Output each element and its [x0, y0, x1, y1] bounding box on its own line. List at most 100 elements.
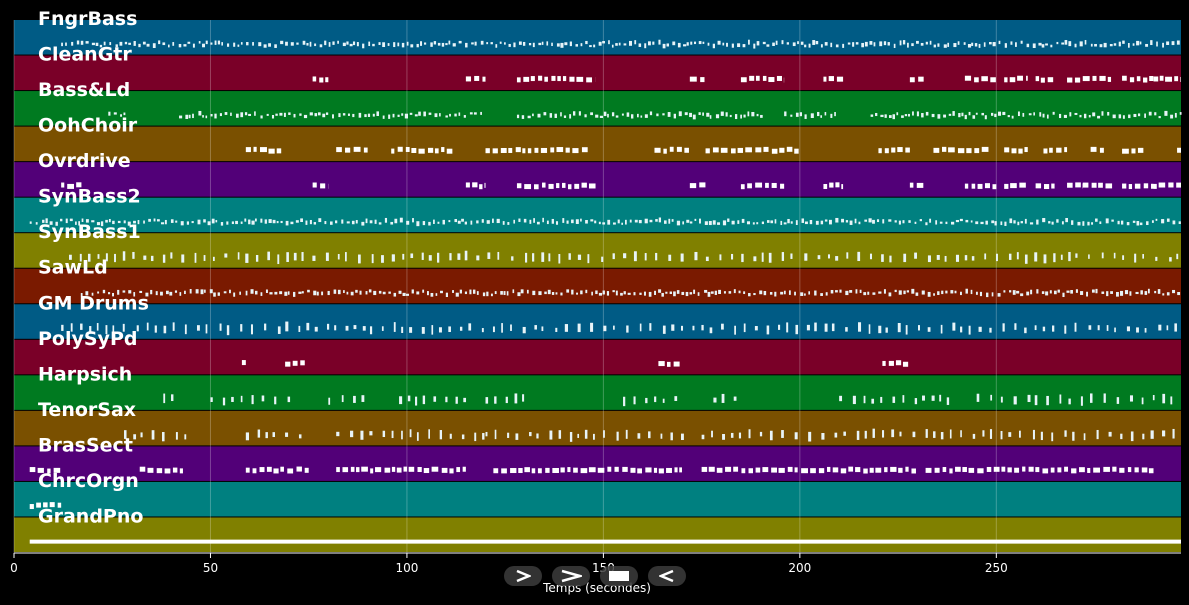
note-11-4 — [701, 428, 916, 442]
note-4-14 — [1153, 182, 1181, 189]
note-3-5 — [705, 146, 799, 154]
lane-6 — [14, 233, 1181, 268]
lane-2 — [14, 91, 1181, 126]
note-3-10 — [1090, 146, 1104, 153]
note-2-2 — [516, 111, 763, 120]
note-4-6 — [823, 182, 844, 190]
note-4-4 — [689, 182, 706, 189]
x-tick-label: 100 — [395, 561, 418, 575]
grid-lines — [13, 20, 997, 553]
fast-forward-button[interactable] — [552, 566, 590, 586]
track-label: Ovrdrive — [38, 150, 131, 172]
note-11-2 — [336, 429, 485, 442]
lane-7 — [14, 268, 1181, 304]
note-3-2 — [391, 146, 453, 154]
note-1-10 — [1067, 77, 1081, 83]
note-9-1 — [285, 360, 305, 367]
note-12-5 — [701, 466, 916, 474]
note-3-1 — [336, 146, 368, 153]
stop-button[interactable] — [600, 566, 638, 586]
lane-13 — [14, 481, 1181, 517]
lane-9 — [14, 339, 1181, 375]
note-4-7 — [909, 182, 924, 188]
x-axis: 050100150200250 — [10, 552, 1181, 575]
track-label: BrasSect — [38, 434, 133, 456]
note-2-3 — [784, 111, 836, 119]
play-forward-button[interactable] — [504, 566, 542, 586]
note-4-9 — [1004, 182, 1026, 189]
play-reverse-button[interactable] — [648, 566, 686, 586]
note-4-2 — [465, 182, 486, 190]
lane-5 — [14, 197, 1181, 233]
stop-icon — [608, 570, 630, 582]
play-outline-icon — [515, 569, 531, 583]
note-12-1 — [139, 466, 183, 474]
lane-0 — [14, 20, 1181, 55]
note-12-3 — [336, 466, 466, 474]
x-tick-label: 250 — [985, 561, 1008, 575]
track-label: SynBass2 — [38, 186, 141, 208]
track-label: GM Drums — [38, 292, 149, 314]
track-label: ChrcOrgn — [38, 470, 139, 492]
note-1-7 — [964, 75, 996, 83]
track-label: FngrBass — [38, 8, 137, 30]
note-10-3 — [399, 395, 467, 406]
note-3-9 — [1043, 147, 1068, 154]
note-12-0 — [29, 467, 61, 474]
note-2-4 — [870, 110, 1182, 120]
note-10-0 — [163, 393, 174, 404]
note-3-12 — [1177, 147, 1181, 153]
note-5-0 — [29, 217, 1181, 227]
note-3-8 — [1004, 147, 1028, 154]
lane-8 — [14, 304, 1181, 339]
lane-14 — [14, 517, 1181, 552]
lane-10 — [14, 375, 1181, 410]
note-1-11 — [1082, 75, 1112, 82]
note-10-2 — [328, 395, 365, 405]
note-9-0 — [241, 360, 246, 366]
note-4-12 — [1082, 182, 1113, 189]
note-1-6 — [909, 76, 924, 83]
note-3-6 — [878, 147, 910, 154]
note-1-1 — [465, 75, 486, 82]
note-3-4 — [654, 146, 689, 154]
note-4-11 — [1067, 182, 1083, 189]
note-3-7 — [933, 146, 989, 154]
lane-3 — [14, 126, 1181, 162]
note-4-10 — [1035, 183, 1055, 190]
note-1-9 — [1035, 76, 1054, 83]
track-label: Bass&Ld — [38, 79, 130, 101]
note-11-1 — [245, 429, 302, 441]
note-13-0 — [29, 502, 62, 510]
lane-11 — [14, 410, 1181, 446]
track-lanes — [14, 20, 1181, 552]
note-10-6 — [713, 393, 737, 403]
note-11-5 — [925, 428, 1175, 442]
note-1-13 — [1153, 75, 1181, 82]
note-10-5 — [623, 396, 678, 407]
note-10-8 — [976, 393, 1173, 406]
track-label: SawLd — [38, 257, 108, 279]
note-3-3 — [485, 147, 588, 154]
note-2-0 — [108, 111, 126, 117]
note-4-5 — [740, 182, 785, 190]
note-10-7 — [839, 394, 950, 405]
note-1-4 — [740, 75, 785, 83]
note-8-0 — [61, 321, 1177, 336]
note-10-4 — [485, 393, 525, 404]
note-4-13 — [1122, 183, 1154, 190]
x-tick-label: 50 — [203, 561, 218, 575]
track-label: Harpsich — [38, 363, 132, 385]
note-12-6 — [925, 466, 1154, 474]
note-4-1 — [312, 182, 329, 189]
note-1-2 — [516, 75, 596, 83]
note-4-8 — [964, 183, 997, 190]
note-7-0 — [80, 288, 1181, 298]
note-9-2 — [658, 361, 680, 367]
note-10-1 — [210, 395, 291, 406]
note-1-5 — [823, 76, 844, 82]
note-11-0 — [124, 430, 187, 442]
note-3-0 — [245, 146, 282, 154]
note-1-3 — [689, 76, 705, 83]
